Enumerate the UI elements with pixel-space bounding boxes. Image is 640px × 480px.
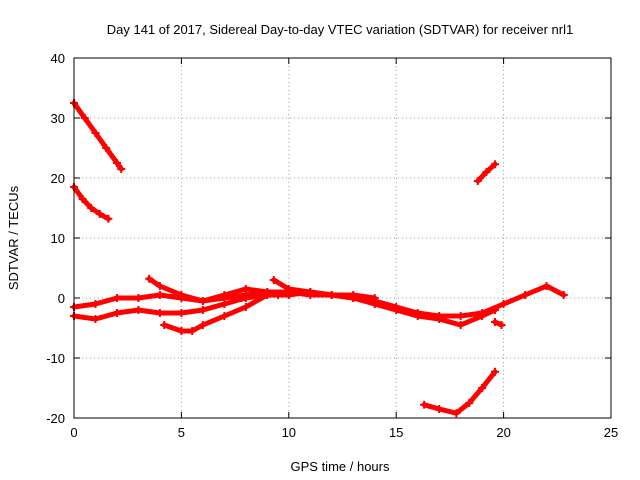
data-point bbox=[241, 303, 250, 311]
data-point bbox=[263, 291, 272, 299]
data-point bbox=[220, 312, 229, 320]
data-point bbox=[497, 321, 506, 329]
data-point bbox=[134, 294, 143, 302]
y-tick-label: 40 bbox=[51, 51, 65, 66]
plot-area bbox=[70, 99, 568, 418]
data-point bbox=[78, 195, 87, 203]
data-point bbox=[220, 300, 229, 308]
data-point bbox=[80, 114, 89, 122]
data-point bbox=[413, 312, 422, 320]
data-point bbox=[87, 204, 96, 212]
x-tick-label: 25 bbox=[604, 425, 618, 440]
data-point bbox=[95, 210, 104, 218]
data-point bbox=[188, 327, 197, 335]
data-point bbox=[465, 399, 474, 407]
data-point bbox=[220, 291, 229, 299]
data-point bbox=[112, 159, 121, 167]
data-point bbox=[198, 297, 207, 305]
x-tick-label: 10 bbox=[282, 425, 296, 440]
data-point bbox=[452, 409, 461, 418]
y-tick-label: 10 bbox=[51, 231, 65, 246]
data-point bbox=[473, 177, 482, 185]
data-point bbox=[198, 321, 207, 329]
data-point bbox=[269, 276, 278, 284]
x-tick-label: 0 bbox=[70, 425, 77, 440]
data-point bbox=[198, 306, 207, 314]
x-tick-label: 5 bbox=[178, 425, 185, 440]
y-tick-label: -20 bbox=[46, 411, 65, 426]
data-point bbox=[155, 309, 164, 317]
data-point bbox=[456, 321, 465, 329]
data-point bbox=[160, 321, 169, 329]
plot-frame bbox=[73, 57, 612, 419]
data-point bbox=[482, 168, 491, 176]
data-point bbox=[177, 291, 186, 299]
data-point bbox=[112, 309, 121, 317]
data-point bbox=[155, 282, 164, 290]
x-axis-label: GPS time / hours bbox=[291, 459, 390, 474]
data-point bbox=[499, 300, 508, 308]
data-point bbox=[274, 291, 283, 299]
data-point bbox=[478, 384, 487, 392]
x-tick-label: 15 bbox=[389, 425, 403, 440]
data-point bbox=[155, 291, 164, 299]
data-point bbox=[102, 144, 111, 152]
data-point bbox=[435, 405, 444, 413]
data-point bbox=[91, 315, 100, 323]
y-tick-label: 0 bbox=[58, 291, 65, 306]
data-point bbox=[349, 291, 358, 299]
data-point bbox=[306, 288, 315, 296]
data-point bbox=[491, 306, 500, 314]
data-point bbox=[542, 282, 551, 290]
data-point bbox=[559, 291, 568, 299]
data-point bbox=[241, 294, 250, 302]
data-point bbox=[177, 309, 186, 317]
y-axis-label: SDTVAR / TECUs bbox=[6, 185, 21, 290]
data-point bbox=[284, 285, 293, 293]
data-point bbox=[117, 165, 126, 173]
data-point bbox=[134, 306, 143, 314]
data-point bbox=[435, 315, 444, 323]
y-tick-label: -10 bbox=[46, 351, 65, 366]
data-point bbox=[478, 312, 487, 320]
y-tick-label: 20 bbox=[51, 171, 65, 186]
data-point bbox=[491, 318, 500, 326]
data-point bbox=[420, 400, 429, 409]
data-point bbox=[521, 291, 530, 299]
data-point bbox=[112, 294, 121, 302]
data-point bbox=[327, 291, 336, 299]
x-tick-label: 20 bbox=[496, 425, 510, 440]
data-point bbox=[91, 300, 100, 308]
data-point bbox=[177, 327, 186, 335]
data-point bbox=[91, 129, 100, 137]
chart-title: Day 141 of 2017, Sidereal Day-to-day VTE… bbox=[107, 22, 574, 37]
data-point bbox=[491, 367, 500, 376]
data-point bbox=[104, 214, 113, 223]
data-point bbox=[370, 294, 379, 302]
data-point bbox=[456, 312, 465, 320]
data-point bbox=[241, 285, 250, 293]
data-point bbox=[145, 274, 154, 283]
data-point bbox=[392, 306, 401, 314]
y-tick-label: 30 bbox=[51, 111, 65, 126]
data-point bbox=[491, 160, 500, 169]
